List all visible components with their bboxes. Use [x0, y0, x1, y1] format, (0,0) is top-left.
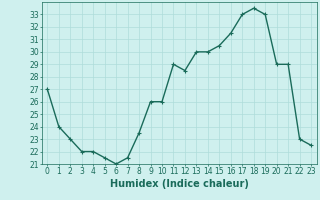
X-axis label: Humidex (Indice chaleur): Humidex (Indice chaleur): [110, 179, 249, 189]
